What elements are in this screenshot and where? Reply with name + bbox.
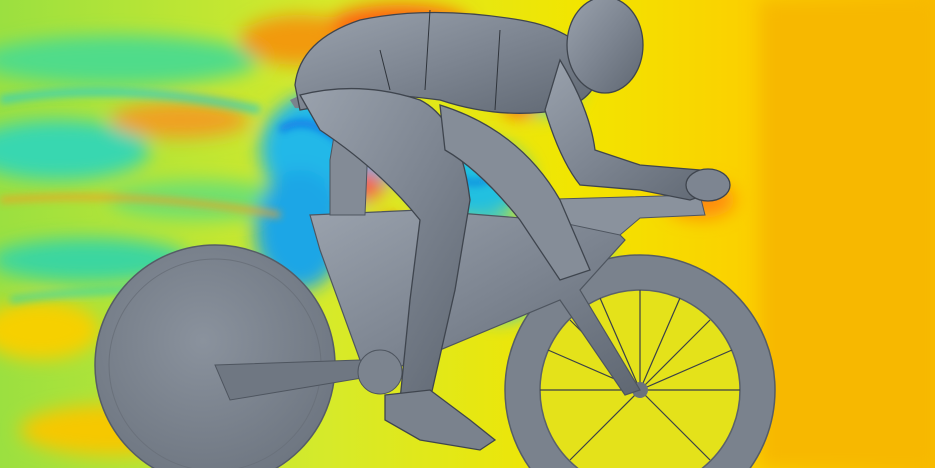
near-leg — [299, 87, 471, 401]
chainring — [357, 349, 403, 395]
rider — [294, 0, 731, 451]
suit-seams — [379, 9, 501, 111]
head — [566, 0, 644, 94]
hand — [685, 168, 731, 202]
shoe — [384, 389, 497, 451]
far-leg — [439, 104, 591, 281]
rear-disc-wheel — [94, 244, 336, 468]
